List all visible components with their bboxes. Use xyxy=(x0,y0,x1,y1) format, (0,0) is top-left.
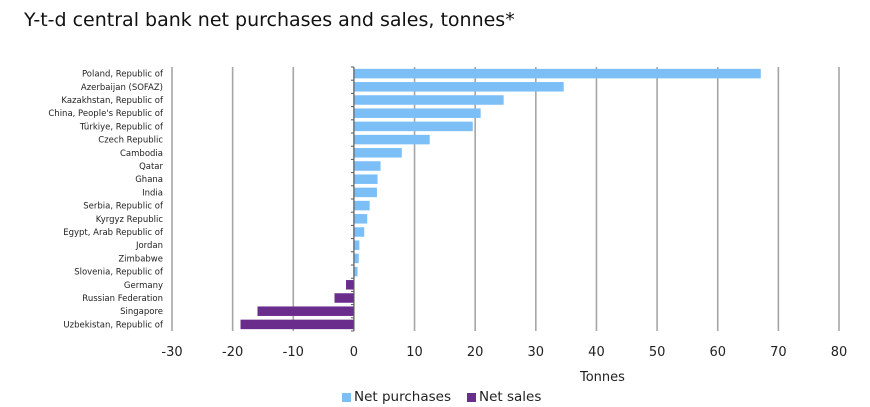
category-label: Zimbabwe xyxy=(118,254,163,264)
category-label: Czech Republic xyxy=(98,136,163,146)
category-label: Russian Federation xyxy=(82,294,163,304)
bar-net-purchases xyxy=(353,253,359,264)
legend-item-net-purchases: Net purchases xyxy=(342,389,451,405)
chart-title: Y-t-d central bank net purchases and sal… xyxy=(24,9,515,31)
category-label: Serbia, Republic of xyxy=(83,202,164,212)
category-label: Germany xyxy=(124,281,163,291)
x-tick-label: 80 xyxy=(831,345,848,360)
category-label: Kyrgyz Republic xyxy=(96,215,164,225)
x-tick-label: 10 xyxy=(406,345,423,360)
bar-net-purchases xyxy=(353,95,504,105)
bar-net-purchases xyxy=(353,68,761,79)
bar-net-purchases xyxy=(353,161,381,171)
category-labels: Poland, Republic of Azerbaijan (SOFAZ) Kaz… xyxy=(48,70,164,331)
category-label: Uzbekistan, Republic of xyxy=(63,320,164,330)
bar-net-sales xyxy=(346,280,354,290)
bar-net-purchases xyxy=(353,148,402,158)
category-label: Ghana xyxy=(135,175,163,185)
bar-net-purchases xyxy=(353,121,473,132)
x-tick-label: 30 xyxy=(528,345,545,360)
bar-net-sales xyxy=(240,319,354,330)
bar-net-purchases xyxy=(353,187,377,198)
bar-net-purchases xyxy=(353,174,378,184)
bar-net-purchases xyxy=(353,266,358,277)
bar-net-purchases xyxy=(353,214,368,224)
gridlines xyxy=(171,67,840,331)
category-label: Jordan xyxy=(135,241,163,251)
x-axis-title: Tonnes xyxy=(579,370,625,385)
bar-net-sales xyxy=(257,306,354,316)
legend-label-net-purchases: Net purchases xyxy=(354,389,451,405)
bar-net-purchases xyxy=(353,82,564,92)
category-label: Azerbaijan (SOFAZ) xyxy=(81,83,163,93)
legend-label-net-sales: Net sales xyxy=(479,389,542,405)
legend: Net purchases Net sales xyxy=(342,389,557,405)
category-label: Singapore xyxy=(120,307,163,317)
bar-net-sales xyxy=(334,293,354,303)
bar-net-purchases xyxy=(353,227,365,237)
category-label: Cambodia xyxy=(120,149,163,159)
category-label: Egypt, Arab Republic of xyxy=(63,228,164,238)
x-tick-label: 0 xyxy=(350,345,358,360)
category-label: Kazakhstan, Republic of xyxy=(61,96,164,106)
x-tick-label: 60 xyxy=(709,345,726,360)
legend-swatch-net-sales xyxy=(467,392,476,402)
bar-net-purchases xyxy=(353,108,481,118)
bar-net-purchases xyxy=(353,134,430,145)
category-label: Qatar xyxy=(139,162,163,172)
legend-swatch-net-purchases xyxy=(342,392,351,402)
x-tick-label: 20 xyxy=(467,345,484,360)
x-tick-labels: -30 -20 -10 0 10 20 30 40 50 60 70 80 xyxy=(161,345,847,360)
x-tick-label: -10 xyxy=(283,345,304,360)
x-tick-label: -30 xyxy=(161,345,182,360)
x-tick-label: -20 xyxy=(222,345,243,360)
bar-net-purchases xyxy=(353,240,360,250)
x-tick-label: 70 xyxy=(770,345,787,360)
category-label: Poland, Republic of xyxy=(82,70,164,80)
legend-item-net-sales: Net sales xyxy=(467,389,541,405)
category-label: India xyxy=(142,188,163,198)
bars xyxy=(240,68,761,330)
bar-net-purchases xyxy=(353,200,370,211)
category-label: China, People's Republic of xyxy=(48,109,164,119)
x-tick-label: 50 xyxy=(649,345,666,360)
category-label: Slovenia, Republic of xyxy=(74,268,164,278)
category-axis xyxy=(350,66,355,332)
category-label: Türkiye, Republic of xyxy=(79,122,164,132)
x-tick-label: 40 xyxy=(588,345,605,360)
